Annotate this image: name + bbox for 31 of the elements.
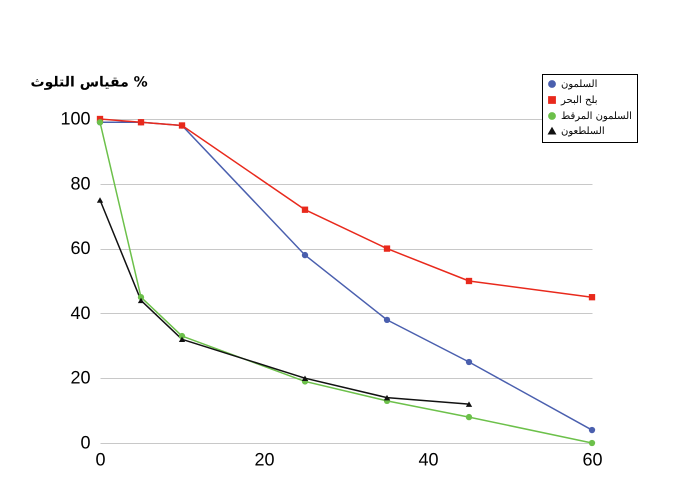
y-tick-label: 60: [70, 238, 90, 258]
x-tick-label: 60: [582, 450, 603, 470]
point: [302, 206, 308, 213]
point: [384, 316, 390, 324]
point: [384, 245, 390, 252]
y-tick-label: 100: [60, 108, 90, 128]
point: [466, 278, 472, 284]
legend-label: السلطعون: [561, 126, 605, 137]
legend-label: السلمون المرقط: [561, 111, 632, 122]
point: [466, 358, 472, 366]
y-axis-title: مقياس التلوث %: [30, 74, 148, 90]
point: [96, 197, 104, 203]
point: [178, 336, 186, 342]
x-tick-label: 40: [418, 450, 439, 470]
y-tick-label: 40: [70, 302, 90, 323]
point: [466, 414, 472, 420]
x-tick-label: 20: [254, 450, 275, 470]
point: [588, 294, 596, 300]
point: [302, 252, 308, 258]
point: [138, 298, 144, 304]
y-tick-label: 0: [80, 432, 90, 452]
point: [588, 426, 596, 434]
x-tick-label: 0: [95, 450, 106, 470]
y-tick-label: 80: [70, 173, 90, 194]
legend-label: بلح البحر: [560, 95, 598, 106]
point: [466, 401, 472, 407]
point: [302, 375, 308, 381]
legend-label: السلمون: [561, 79, 598, 90]
point: [384, 394, 390, 400]
y-tick-label: 20: [70, 368, 90, 388]
point: [588, 440, 596, 446]
